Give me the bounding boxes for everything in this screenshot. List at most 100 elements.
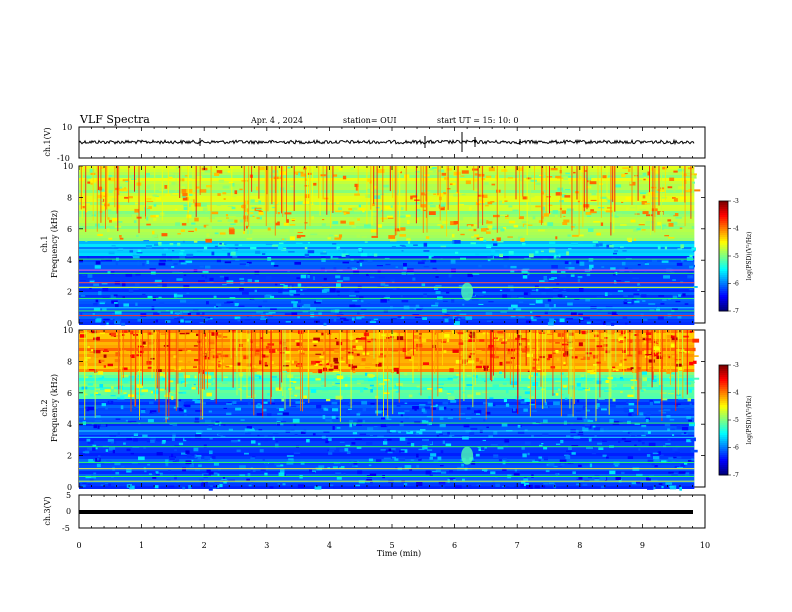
spectrogram-speckle [671, 428, 676, 432]
spectrogram-speckle [154, 243, 159, 246]
spectrogram-speckle [352, 464, 356, 467]
spectrogram-speckle [601, 408, 607, 411]
spectrogram-speckle [332, 243, 337, 245]
spectrogram-speckle [222, 185, 230, 189]
spectrogram-speckle [622, 167, 629, 169]
spectrogram-speckle [471, 225, 477, 229]
spectrogram-speckle [531, 434, 534, 438]
spectrogram-speckle [380, 281, 386, 286]
spectrogram-speckle [433, 193, 436, 195]
spectrogram-speckle [334, 337, 337, 339]
spectrogram-speckle [239, 465, 246, 470]
spectrogram-speckle [358, 204, 361, 208]
spectrogram-speckle [576, 260, 580, 264]
spectrogram-speckle [483, 401, 488, 405]
ch2-spectrogram-ylabel-freq: Frequency (kHz) [50, 374, 59, 442]
spectrogram-speckle [563, 361, 567, 365]
spectrogram-streak [373, 330, 375, 359]
spectrogram-streak [519, 166, 520, 218]
spectrogram-speckle [474, 234, 479, 237]
spectrogram-speckle [543, 419, 548, 423]
spectrogram-speckle [520, 483, 524, 488]
ch1-colorbar: -3-4-5-6-7 log(PSD)(V²/Hz) [718, 198, 753, 315]
spectrogram-speckle [423, 209, 428, 212]
spectrogram-speckle [196, 333, 199, 336]
spectrogram-speckle [435, 430, 442, 434]
spectrogram-speckle [467, 360, 475, 364]
spectrogram-band [79, 268, 695, 271]
spectrogram-streak [396, 166, 398, 236]
spectrogram-speckle [396, 386, 400, 389]
spectrogram-band [79, 322, 695, 325]
spectrogram-speckle [630, 206, 635, 209]
spectrogram-speckle [447, 396, 455, 400]
spectrogram-speckle [675, 217, 682, 219]
spectrogram-speckle [351, 442, 356, 445]
interference-line [79, 269, 695, 271]
spectrogram-speckle [670, 271, 675, 274]
ch1-ytick-top: 10 [62, 123, 72, 132]
spectrogram-speckle [628, 239, 632, 243]
spectrogram-speckle [613, 252, 617, 255]
spectrogram-speckle [267, 413, 272, 417]
spectrogram-speckle [104, 482, 109, 484]
spectrogram-streak [324, 330, 326, 387]
spectrogram-speckle [112, 242, 119, 244]
spectrogram-speckle [422, 317, 427, 320]
spectrogram-band [79, 193, 695, 196]
spectrogram-speckle [503, 398, 507, 403]
spectrogram-speckle [291, 312, 298, 316]
spectrogram-streak [477, 166, 479, 229]
spectrogram-speckle [268, 347, 272, 350]
colorbar-step [719, 279, 728, 282]
spectrogram-speckle [159, 405, 165, 407]
spectrogram-streak [540, 330, 542, 387]
spectrogram-speckle [665, 334, 671, 339]
spectrogram-speckle [286, 461, 294, 465]
spectrogram-speckle [663, 275, 670, 279]
spectrogram-speckle [349, 221, 355, 225]
spectrogram-speckle [672, 279, 676, 281]
spectrogram-speckle [521, 269, 528, 273]
spectrogram-speckle [475, 253, 480, 256]
spectrogram-speckle [337, 294, 340, 296]
spectrogram-speckle [640, 297, 643, 301]
spectrogram-speckle [171, 390, 178, 392]
spectrogram-streak [258, 166, 260, 199]
spectrogram-speckle [482, 391, 489, 393]
spectrogram-speckle [172, 249, 175, 252]
spectrogram-speckle [322, 219, 325, 221]
spectrogram-band [79, 271, 695, 274]
colorbar-step [719, 435, 728, 438]
spectrogram-speckle [571, 445, 579, 447]
spectrogram-speckle [448, 274, 452, 278]
spectrogram-speckle [326, 399, 331, 402]
spectrogram-speckle [487, 201, 493, 205]
spectrogram-speckle [290, 381, 297, 383]
spectrogram-speckle [324, 408, 329, 411]
spectrogram-speckle [349, 304, 356, 308]
spectrogram-streak [265, 166, 267, 227]
spectrogram-speckle [440, 245, 447, 248]
spectrogram-speckle [242, 291, 249, 295]
spectrogram-speckle [547, 298, 552, 302]
spectrogram-band [79, 435, 695, 438]
spectrogram-speckle [501, 423, 508, 427]
spectrogram-speckle [211, 211, 219, 215]
spectrogram-speckle [407, 352, 411, 356]
spectrogram-speckle [487, 225, 493, 229]
spectrogram-speckle [284, 360, 291, 363]
spectrogram-streak [669, 330, 671, 385]
spectrogram-speckle [353, 216, 357, 219]
spectrogram-streak [404, 330, 406, 360]
spectrogram-speckle [349, 423, 353, 428]
spectrogram-speckle [497, 239, 504, 243]
spectrogram-streak [175, 330, 177, 411]
spectrogram-streak [350, 330, 352, 409]
spectrogram-speckle [205, 238, 212, 243]
spectrogram-band [79, 426, 695, 429]
spectrogram-speckle [466, 384, 473, 387]
spectrogram-speckle [106, 322, 109, 325]
spectrogram-speckle [485, 411, 491, 415]
spectrogram-speckle [564, 351, 569, 355]
